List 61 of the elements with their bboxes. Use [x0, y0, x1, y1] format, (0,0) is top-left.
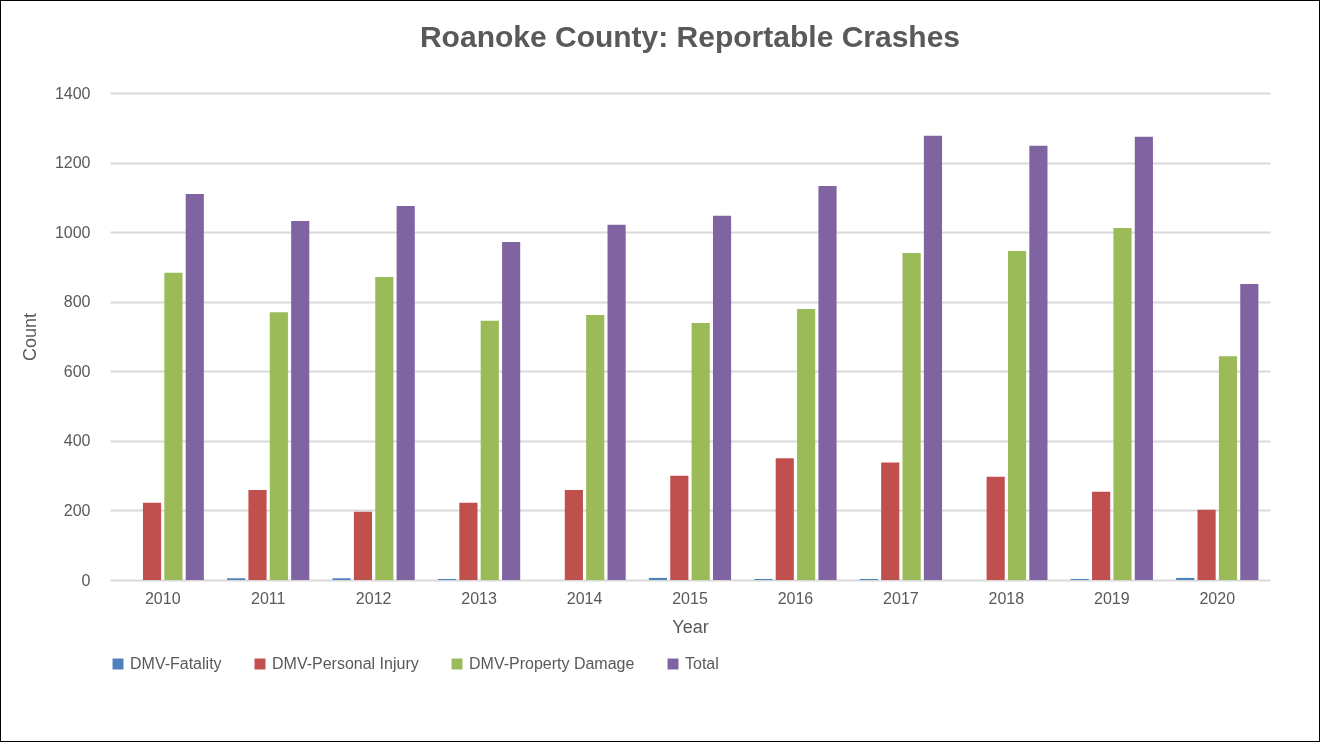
- y-tick-label: 200: [63, 501, 91, 519]
- bar: [691, 322, 710, 580]
- bar: [269, 312, 288, 580]
- bar: [459, 502, 478, 580]
- x-tick-label: 2010: [144, 589, 181, 607]
- bar: [142, 502, 162, 580]
- y-tick-label: 0: [81, 571, 91, 589]
- x-axis-title: Year: [672, 616, 709, 637]
- bar: [1134, 136, 1153, 580]
- y-axis-title: Count: [19, 312, 40, 362]
- bar: [712, 215, 732, 580]
- bar: [1007, 250, 1027, 580]
- y-tick-label: 800: [63, 293, 91, 311]
- bar: [291, 221, 310, 580]
- x-tick-label: 2018: [988, 589, 1025, 607]
- x-tick-label: 2014: [566, 589, 603, 607]
- y-tick-label: 1000: [54, 223, 91, 241]
- bar: [164, 272, 183, 580]
- x-tick-label: 2017: [883, 589, 919, 607]
- bar: [480, 320, 499, 580]
- bar: [396, 206, 415, 580]
- legend-label: DMV-Fatality: [130, 655, 222, 672]
- bar: [1029, 145, 1048, 580]
- y-tick-label: 400: [63, 432, 91, 450]
- bar: [564, 489, 583, 580]
- legend-label: DMV-Personal Injury: [272, 655, 419, 672]
- x-tick-label: 2012: [355, 589, 392, 607]
- bar: [881, 462, 900, 580]
- bar: [818, 185, 837, 580]
- x-tick-label: 2013: [461, 589, 497, 607]
- bar: [586, 314, 605, 580]
- bar: [986, 476, 1005, 580]
- bar: [1240, 283, 1259, 580]
- x-tick-label: 2019: [1094, 589, 1130, 607]
- legend-label: DMV-Property Damage: [469, 655, 635, 672]
- y-tick-label: 1200: [54, 154, 91, 172]
- bar: [375, 277, 394, 580]
- bar: [1218, 356, 1238, 580]
- x-tick-label: 2020: [1199, 589, 1236, 607]
- bar: [775, 458, 794, 580]
- bar: [670, 475, 689, 580]
- bar: [502, 241, 521, 580]
- x-tick-label: 2011: [250, 589, 286, 607]
- x-tick-label: 2015: [672, 589, 708, 607]
- bar: [353, 511, 373, 580]
- bar: [1092, 491, 1111, 580]
- legend-label: Total: [685, 655, 719, 672]
- bar: [648, 577, 668, 580]
- bar: [797, 309, 816, 580]
- bar: [248, 489, 267, 580]
- x-tick-label: 2016: [777, 589, 814, 607]
- bar: [1113, 227, 1132, 580]
- chart-title: Roanoke County: Reportable Crashes: [419, 20, 961, 53]
- bar: [1197, 509, 1216, 580]
- y-tick-label: 600: [63, 362, 91, 380]
- y-tick-label: 1400: [54, 84, 91, 102]
- bar: [923, 135, 943, 580]
- bar: [902, 253, 921, 580]
- bar: [185, 193, 204, 580]
- bar: [607, 224, 626, 580]
- bar: [1176, 577, 1195, 580]
